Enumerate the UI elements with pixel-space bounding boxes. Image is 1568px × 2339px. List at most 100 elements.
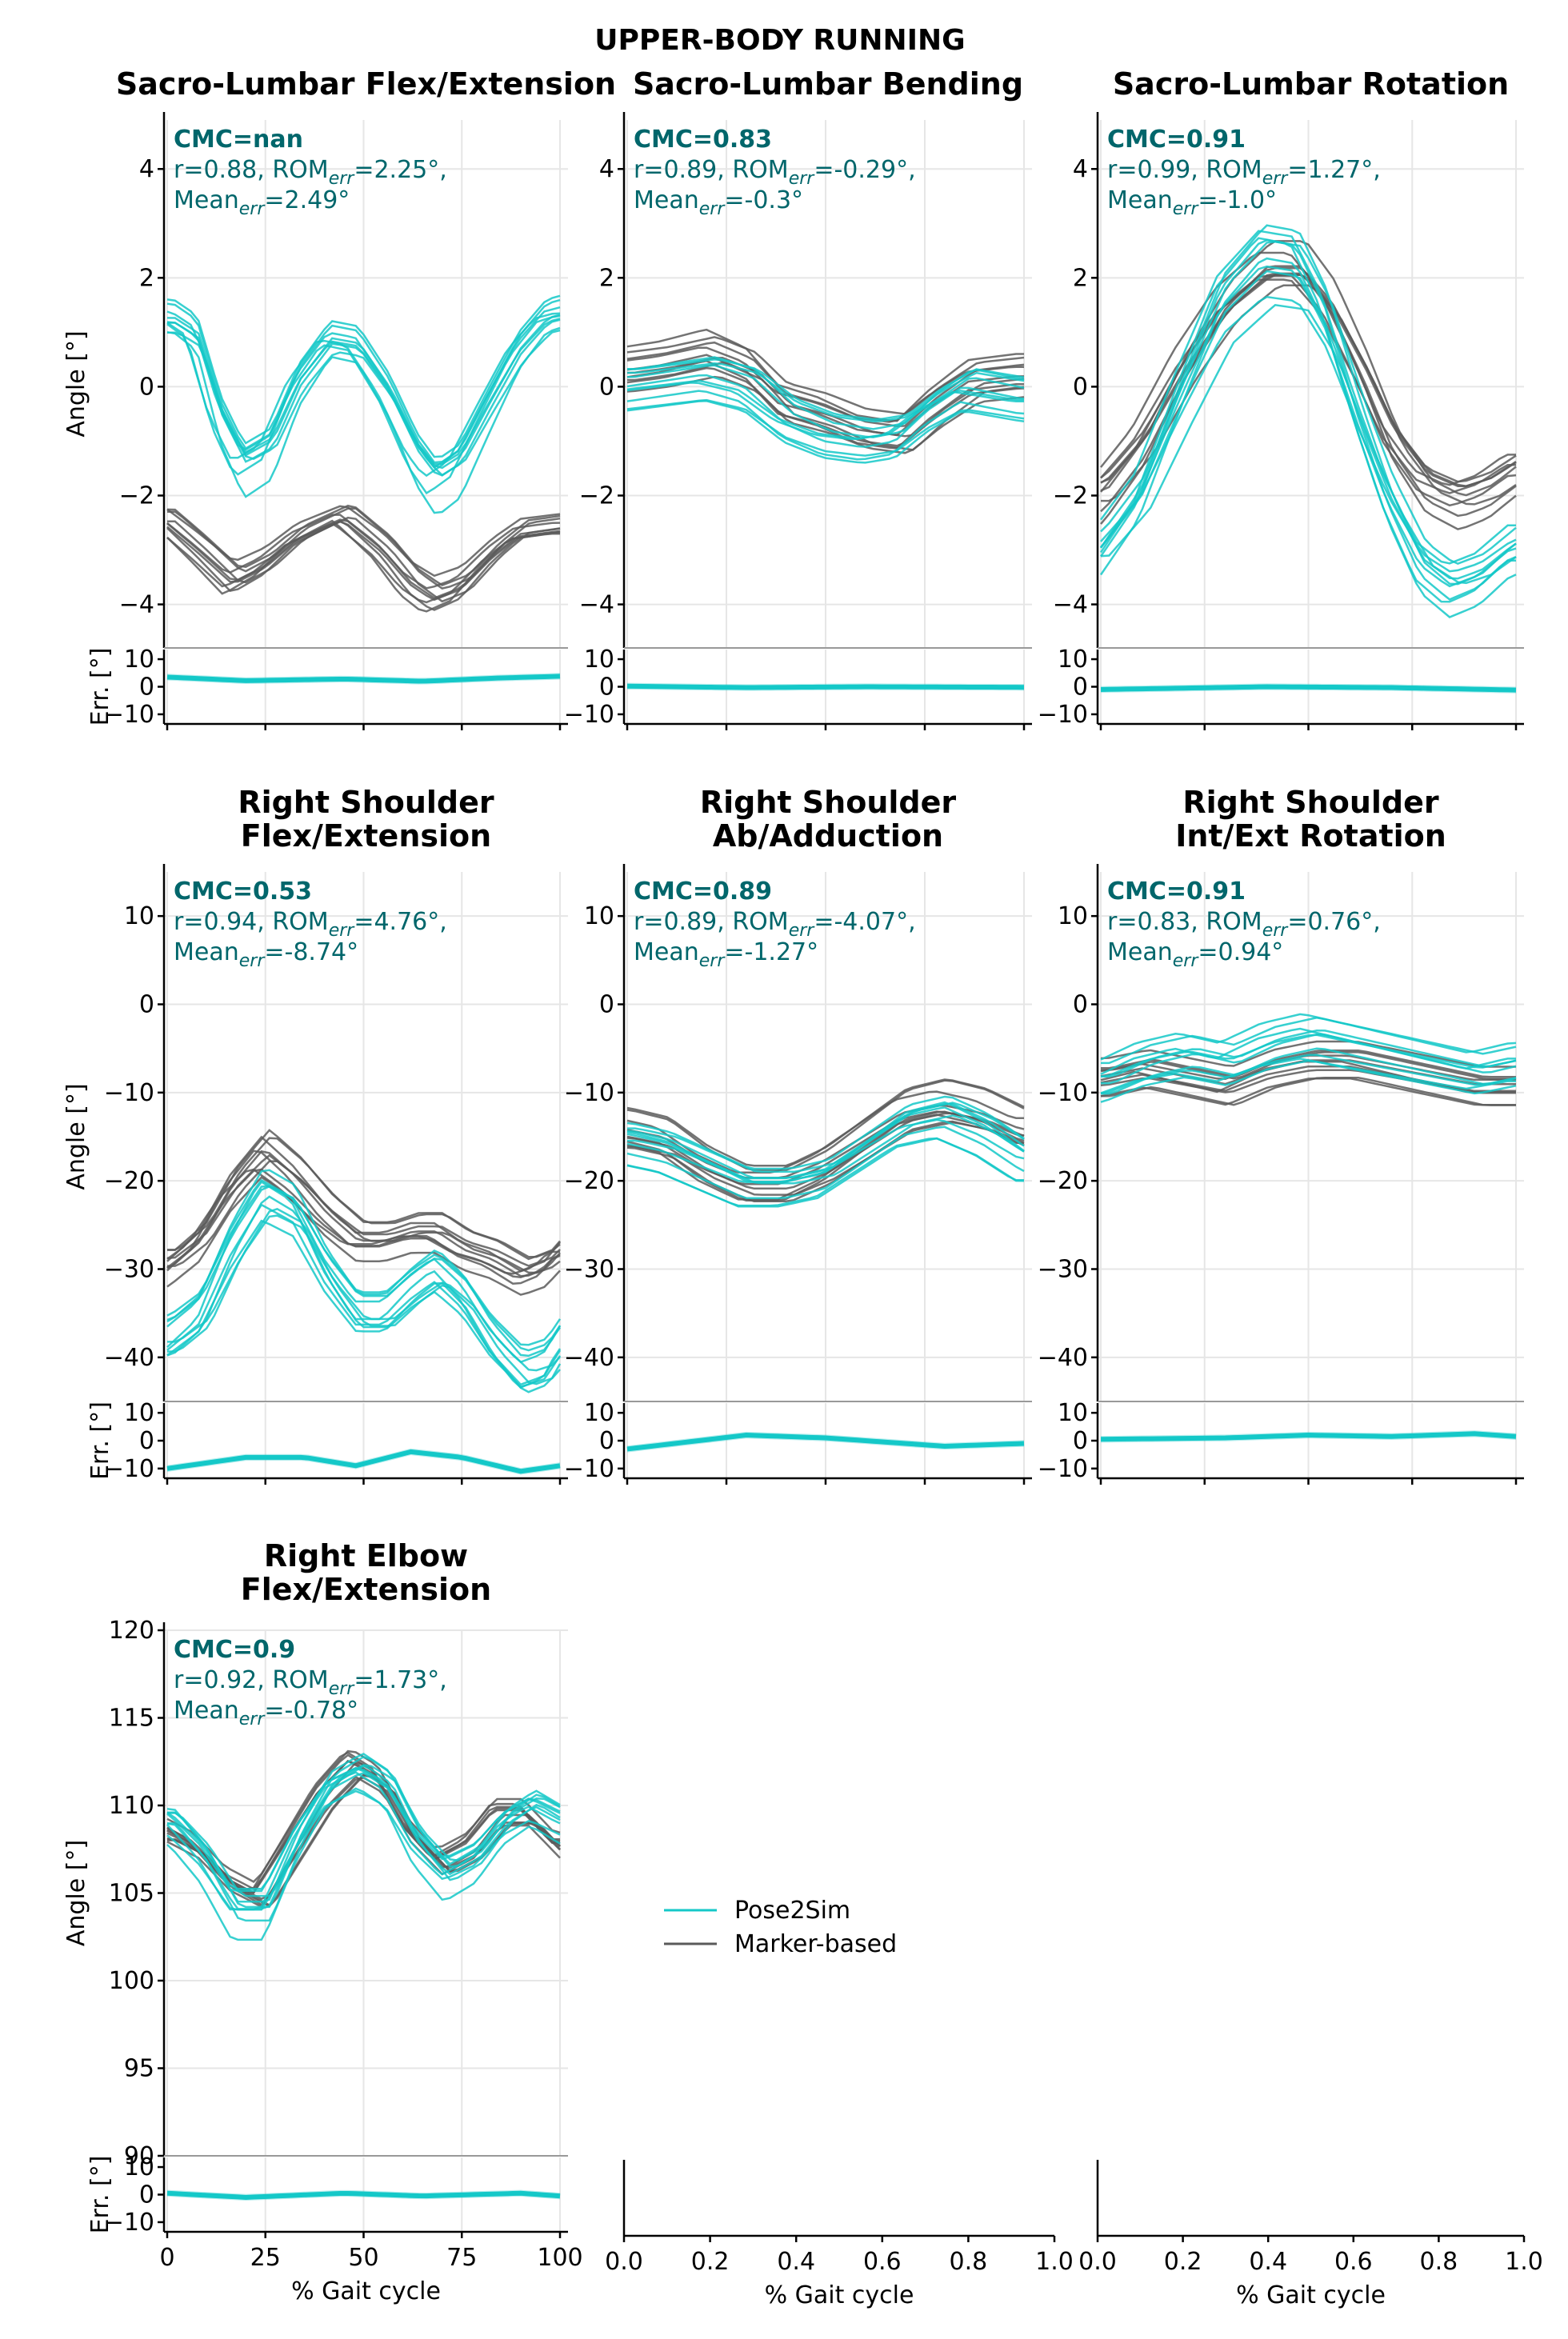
- pose2sim-trace: [166, 294, 561, 458]
- pose2sim-trace: [166, 1772, 561, 1910]
- pose2sim-trace: [1101, 1017, 1517, 1065]
- marker-trace: [166, 1760, 561, 1890]
- cmc-label: CMC=0.91: [1107, 878, 1246, 906]
- pose2sim-trace: [1099, 238, 1517, 601]
- pose2sim-trace: [166, 1178, 562, 1364]
- y-tick-label: 2: [599, 264, 614, 292]
- panel-title: Right Shoulder: [1182, 785, 1439, 820]
- x-axis-label: % Gait cycle: [1236, 2281, 1386, 2309]
- pose2sim-trace: [166, 1203, 562, 1386]
- pose2sim-trace: [627, 1114, 1025, 1185]
- pose2sim-trace: [1100, 1058, 1516, 1094]
- err-y-tick-label: −10: [104, 1455, 154, 1483]
- empty-axes: 0.0 0.2 0.4 0.6 0.8 1.0 % Gait cycle 0.0 0.2 0.4 0…: [605, 2160, 1543, 2309]
- x-tick-label: 0.2: [1164, 2248, 1202, 2276]
- pose2sim-trace: [1100, 265, 1517, 588]
- y-tick-label: 0: [139, 373, 154, 401]
- y-tick-label: 2: [1073, 264, 1088, 292]
- stats-line-2: Meanerr=-8.74°: [174, 938, 358, 971]
- x-tick-label: 0.4: [777, 2248, 815, 2276]
- y-axis-label: Angle [°]: [62, 1840, 90, 1946]
- err-axis-label: Err. [°]: [86, 2156, 114, 2234]
- panel-title: Right Shoulder: [700, 785, 957, 820]
- y-tick-label: −20: [564, 1167, 614, 1195]
- err-y-tick-label: 10: [124, 1399, 154, 1427]
- x-tick-label: 0.6: [863, 2248, 902, 2276]
- legend-label: Marker-based: [734, 1930, 897, 1958]
- x-tick-label: 0.0: [1078, 2248, 1117, 2276]
- pose2sim-trace: [1101, 1047, 1517, 1095]
- pose2sim-trace: [1099, 237, 1516, 603]
- y-tick-label: −30: [104, 1256, 154, 1284]
- marker-trace: [1101, 1049, 1516, 1078]
- pose2sim-trace: [627, 356, 1025, 430]
- x-tick-label: 0.0: [605, 2248, 643, 2276]
- pose2sim-trace: [626, 1126, 1025, 1199]
- marker-trace: [1101, 1077, 1516, 1106]
- marker-trace: [166, 504, 561, 586]
- y-tick-label: −2: [119, 482, 154, 510]
- figure-title: UPPER-BODY RUNNING: [594, 24, 965, 57]
- marker-trace: [167, 516, 561, 603]
- pose2sim-trace: [166, 298, 561, 464]
- pose2sim-trace: [166, 314, 561, 495]
- panel-title: Flex/Extension: [241, 1572, 491, 1607]
- legend-label: Pose2Sim: [734, 1897, 850, 1925]
- x-tick-label: 0.6: [1334, 2248, 1373, 2276]
- marker-trace: [1101, 284, 1517, 506]
- err-line: [166, 1449, 561, 1474]
- marker-trace: [626, 336, 1025, 415]
- y-axis-label: Angle [°]: [62, 330, 90, 437]
- x-tick-label: 1.0: [1035, 2248, 1074, 2276]
- stats-line-2: Meanerr=-1.27°: [634, 938, 818, 971]
- err-y-tick-label: 0: [139, 674, 154, 702]
- stats-line-1: r=0.83, ROMerr=0.76°,: [1107, 908, 1381, 941]
- y-tick-label: 2: [139, 264, 154, 292]
- y-tick-label: 0: [599, 991, 614, 1019]
- pose2sim-trace: [166, 1771, 561, 1911]
- x-tick-label: 0: [159, 2244, 174, 2272]
- panel-title: Sacro-Lumbar Bending: [633, 66, 1023, 102]
- y-tick-label: −30: [564, 1256, 614, 1284]
- err-y-tick-label: −10: [1038, 1455, 1088, 1483]
- y-tick-label: 4: [139, 155, 154, 183]
- x-tick-label: 75: [446, 2244, 477, 2272]
- cmc-label: CMC=0.83: [634, 126, 772, 154]
- pose2sim-trace: [167, 1207, 561, 1385]
- marker-trace: [167, 1137, 561, 1258]
- err-y-tick-label: 10: [124, 2153, 154, 2181]
- y-tick-label: 100: [109, 1967, 154, 1995]
- pose2sim-trace: [626, 1095, 1025, 1170]
- y-tick-label: −10: [564, 1079, 614, 1107]
- y-tick-label: 105: [109, 1880, 154, 1908]
- y-tick-label: 115: [109, 1705, 154, 1733]
- y-tick-label: −30: [1038, 1256, 1088, 1284]
- y-tick-label: −40: [564, 1344, 614, 1372]
- legend: Pose2Sim Marker-based: [664, 1897, 897, 1958]
- err-line: [1100, 684, 1517, 693]
- x-tick-label: 100: [537, 2244, 582, 2272]
- pose2sim-trace: [626, 390, 1025, 461]
- y-tick-label: 4: [1073, 155, 1088, 183]
- pose2sim-trace: [1099, 257, 1517, 618]
- marker-trace: [1100, 274, 1517, 487]
- marker-trace: [1100, 240, 1517, 497]
- marker-trace: [166, 514, 561, 590]
- x-tick-label: 0.8: [1420, 2248, 1458, 2276]
- err-line: [166, 2190, 561, 2200]
- stats-line-2: Meanerr=-1.0°: [1107, 186, 1277, 219]
- pose2sim-trace: [627, 1102, 1025, 1173]
- y-tick-label: −20: [1038, 1167, 1088, 1195]
- y-tick-label: 120: [109, 1617, 154, 1645]
- err-y-tick-label: 10: [1058, 1399, 1088, 1427]
- marker-trace: [1100, 1077, 1516, 1106]
- marker-trace: [626, 1110, 1025, 1201]
- err-line: [626, 683, 1025, 690]
- y-tick-label: 0: [1073, 991, 1088, 1019]
- panel-title: Ab/Adduction: [713, 818, 943, 854]
- x-axis-label: % Gait cycle: [291, 2277, 441, 2305]
